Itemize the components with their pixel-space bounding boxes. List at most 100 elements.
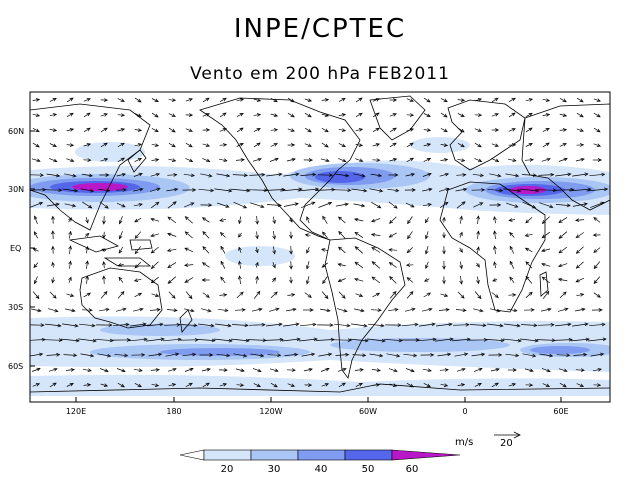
wind-arrow	[425, 246, 429, 254]
wind-arrow	[216, 202, 230, 208]
wind-arrow-head	[592, 233, 597, 237]
wind-arrow	[181, 324, 197, 326]
wind-arrow-head	[443, 383, 449, 387]
wind-arrow-head	[528, 112, 533, 117]
wind-arrow-head	[579, 113, 584, 118]
wind-arrow	[103, 261, 105, 269]
wind-arrow-head	[359, 368, 364, 372]
wind-arrow	[168, 158, 176, 162]
wind-arrow-head	[256, 98, 262, 102]
wind-arrow-head	[220, 276, 225, 281]
wind-arrow	[219, 128, 227, 132]
wind-arrow	[333, 189, 351, 191]
wind-arrow	[509, 219, 515, 221]
wind-arrow	[335, 173, 349, 177]
wind-arrow-head	[274, 368, 279, 373]
wind-arrow-head	[205, 128, 211, 132]
wind-arrow	[388, 308, 398, 312]
wind-arrow-head	[346, 323, 351, 328]
wind-arrow-head	[154, 128, 159, 132]
wind-arrow	[83, 112, 91, 118]
wind-arrow	[32, 383, 40, 387]
wind-arrow-head	[375, 112, 380, 117]
wind-arrow	[52, 262, 54, 268]
wind-arrow	[558, 158, 568, 162]
wind-arrow-head	[601, 322, 606, 327]
colorbar-tick-30: 30	[268, 464, 281, 475]
lon-label-0: 0	[462, 407, 467, 416]
wind-arrow	[509, 246, 515, 254]
wind-arrow	[167, 233, 177, 237]
wind-arrow	[355, 97, 363, 103]
wind-arrow-head	[377, 204, 382, 209]
wind-arrow-head	[459, 280, 463, 285]
wind-arrow-head	[405, 263, 411, 267]
wind-arrow	[134, 97, 142, 103]
wind-arrow	[490, 368, 500, 372]
wind-arrow	[306, 246, 310, 254]
wind-arrow-head	[321, 263, 326, 268]
wind-arrow	[30, 339, 46, 341]
wind-arrow-head	[567, 322, 572, 327]
wind-arrow-head	[511, 383, 517, 387]
wind-arrow-head	[124, 353, 129, 358]
wind-arrow	[219, 144, 227, 146]
wind-arrow-head	[102, 260, 106, 266]
wind-arrow	[66, 128, 74, 132]
wind-arrow-head	[580, 143, 585, 147]
wind-arrow-head	[307, 113, 312, 118]
wind-arrow	[457, 142, 465, 148]
wind-arrow-head	[325, 367, 330, 372]
wind-arrow-head	[298, 187, 303, 192]
wind-arrow	[184, 264, 194, 266]
wind-arrow-head	[462, 173, 467, 177]
wind-arrow-head	[138, 172, 143, 177]
colorbar-tick-60: 60	[406, 464, 419, 475]
wind-arrow	[524, 159, 534, 161]
wind-arrow	[79, 323, 95, 327]
wind-arrow	[505, 353, 519, 357]
wind-arrow	[267, 354, 281, 356]
wind-arrow-head	[107, 353, 112, 358]
wind-arrow	[487, 188, 503, 192]
wind-arrow	[338, 158, 346, 162]
wind-arrow-head	[476, 215, 480, 220]
wind-arrow	[372, 384, 380, 386]
wind-arrow-head	[183, 263, 189, 267]
wind-arrow	[423, 143, 431, 147]
wind-arrow	[64, 203, 76, 207]
wind-arrow	[425, 217, 429, 223]
wind-arrow-head	[479, 308, 484, 313]
wind-arrow-head	[304, 233, 309, 237]
wind-arrow	[459, 216, 463, 224]
wind-arrow-head	[239, 113, 244, 117]
wind-arrow-head	[499, 188, 504, 193]
wind-arrow-head	[256, 113, 262, 117]
wind-arrow	[220, 276, 226, 284]
wind-arrow	[406, 277, 414, 283]
wind-arrow	[542, 142, 550, 148]
wind-arrow-head	[460, 98, 466, 102]
wind-arrow-head	[35, 295, 40, 300]
wind-arrow-head	[479, 202, 484, 206]
wind-arrow-head	[321, 248, 326, 252]
wind-arrow-head	[51, 261, 55, 266]
wind-arrow-head	[245, 338, 250, 343]
wind-arrow-head	[517, 338, 522, 343]
wind-arrow	[168, 291, 176, 299]
wind-arrow-head	[295, 172, 300, 177]
wind-arrow-head	[541, 234, 546, 239]
wind-arrow	[552, 189, 574, 191]
wind-arrow	[477, 231, 479, 239]
wind-arrow	[252, 368, 262, 372]
wind-arrow	[182, 353, 196, 357]
wind-arrow	[369, 188, 383, 192]
wind-arrow-head	[143, 337, 148, 342]
wind-arrow	[389, 158, 397, 162]
wind-arrow-head	[154, 98, 159, 102]
wind-arrow	[49, 158, 57, 162]
wind-arrow	[490, 308, 500, 312]
wind-arrow	[473, 308, 483, 312]
wind-arrow	[185, 291, 193, 299]
wind-arrow-head	[118, 249, 123, 254]
